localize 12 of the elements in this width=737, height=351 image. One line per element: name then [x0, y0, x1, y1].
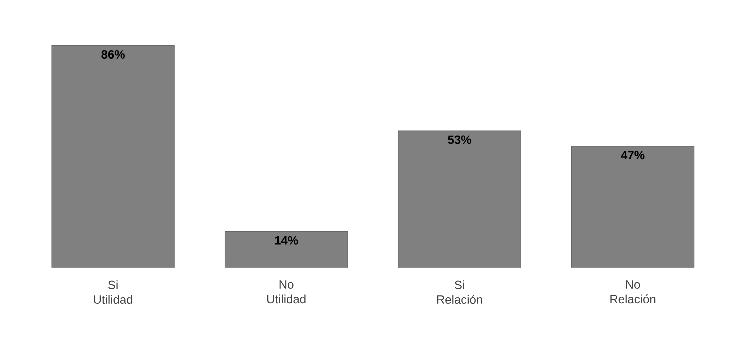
bar [52, 46, 175, 268]
x-tick-label: No Relación [610, 280, 656, 304]
data-label: 47% [621, 151, 645, 160]
bar [398, 130, 522, 268]
data-label: 53% [448, 136, 472, 144]
data-label: 14% [275, 236, 298, 246]
bar [224, 232, 348, 268]
x-tick-label: No Utilidad [267, 280, 306, 304]
x-tick-label: Si Utilidad [94, 280, 133, 304]
bar [571, 146, 695, 268]
data-label: 86% [102, 50, 125, 60]
x-tick-label: Si Relación [437, 280, 482, 304]
